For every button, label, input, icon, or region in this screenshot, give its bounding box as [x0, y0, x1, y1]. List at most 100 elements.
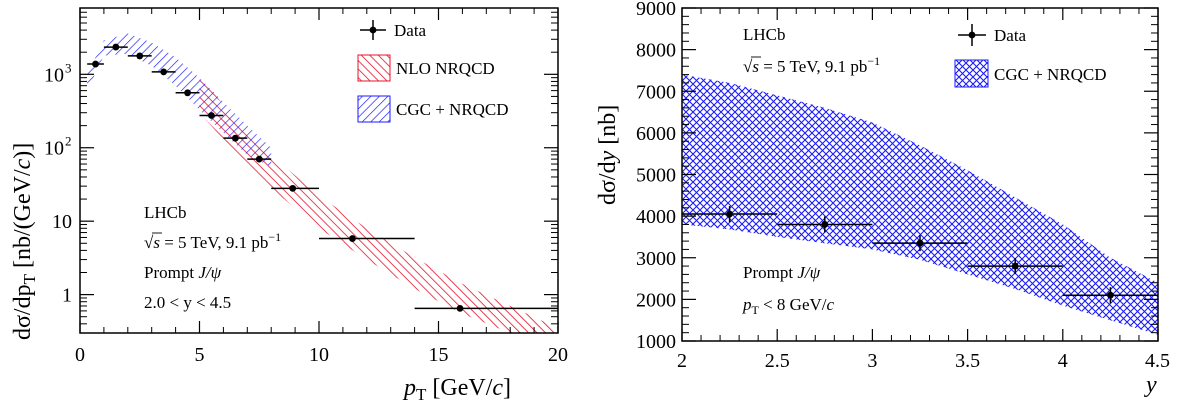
x-tick-label: 20: [548, 344, 568, 366]
y-tick-label: 8000: [636, 40, 676, 62]
right-chart: 2 2.5 3 3.5 4 4.5 1000 2000 3000 4000 5000 6000 7000…: [595, 0, 1170, 398]
y-tick-label: 1: [62, 285, 72, 307]
right-pt-c: c: [827, 295, 835, 314]
left-x-axis-title: pT [GeV/c]: [402, 375, 511, 404]
left-particle: J/ψ: [198, 263, 221, 282]
legend-cgc-swatch: [357, 95, 391, 123]
y-tick-label: 2000: [636, 289, 676, 311]
right-pt-var: p: [742, 295, 752, 314]
legend-nlo-swatch: [357, 54, 391, 82]
left-xlabel-close: ]: [503, 375, 511, 401]
left-xlabel-main: p: [402, 375, 416, 401]
right-annotations: LHCb √s = 5 TeV, 9.1 pb−1 Prompt J/ψ pT …: [742, 25, 880, 317]
data-point: [456, 304, 464, 312]
legend-data-label: Data: [394, 21, 427, 40]
data-point: [231, 134, 239, 142]
data-point: [184, 89, 191, 97]
y-tick-label: 1000: [636, 331, 676, 353]
left-ylabel-c: c: [10, 158, 36, 169]
left-ylabel-main: dσ/dp: [10, 284, 36, 340]
data-point: [289, 184, 297, 192]
right-energy-label: √s = 5 TeV, 9.1 pb−1: [743, 54, 880, 76]
legend-data-label-rapidity: Data: [994, 26, 1027, 45]
left-ylabel-close: )]: [10, 143, 36, 159]
legend-cgc-label: CGC + NRQCD: [396, 100, 509, 119]
x-tick-label: 10: [309, 344, 329, 366]
data-point: [92, 60, 99, 68]
x-tick-label: 15: [429, 344, 449, 366]
y-tick-label: 10: [44, 64, 64, 86]
data-point: [208, 112, 215, 119]
x-tick-label: 3: [867, 350, 877, 372]
data-point: [916, 239, 924, 247]
data-point: [821, 221, 829, 228]
x-tick-label: 4: [1058, 350, 1068, 372]
left-energy: = 5 TeV, 9.1 pb: [160, 233, 268, 252]
data-point: [112, 43, 120, 51]
x-tick-label: 4.5: [1145, 350, 1170, 372]
left-ylabel-sub: T: [20, 273, 39, 284]
x-tick-label: 3.5: [955, 350, 980, 372]
left-prompt: Prompt: [144, 263, 198, 282]
data-point: [1011, 262, 1019, 270]
right-ticks: 2 2.5 3 3.5 4 4.5 1000 2000 3000 4000 5000 6000 7000…: [636, 0, 1170, 372]
right-pt-cut: < 8 GeV/: [759, 295, 827, 314]
right-energy-exp: −1: [867, 54, 880, 68]
right-pt-sub: T: [752, 303, 760, 317]
data-point: [160, 68, 168, 76]
left-s-var: s: [153, 233, 160, 252]
y-tick-label: 9000: [636, 0, 676, 20]
right-energy: = 5 TeV, 9.1 pb: [759, 57, 867, 76]
right-particle: J/ψ: [797, 263, 820, 282]
left-xlabel-sub: T: [416, 385, 427, 404]
y-tick-label: 5000: [636, 165, 676, 187]
legend-data-marker-rapidity: [958, 24, 986, 46]
x-tick-label: 2: [677, 350, 687, 372]
left-xlabel-unit: [GeV/: [426, 375, 492, 401]
right-legend: Data CGC + NRQCD: [954, 24, 1107, 88]
left-energy-label: √s = 5 TeV, 9.1 pb−1: [144, 230, 281, 252]
left-prompt-label: Prompt J/ψ: [144, 263, 222, 282]
x-tick-label: 5: [195, 344, 205, 366]
right-pt-label: pT < 8 GeV/c: [742, 295, 835, 317]
right-ylabel-var: y: [595, 150, 621, 163]
left-annotations: LHCb √s = 5 TeV, 9.1 pb−1 Prompt J/ψ 2.0…: [144, 203, 281, 312]
left-energy-exp: −1: [268, 230, 281, 244]
left-sqrt: √: [144, 233, 154, 252]
y-tick-exponent: 2: [65, 134, 72, 149]
y-tick-label: 4000: [636, 206, 676, 228]
data-point: [349, 235, 356, 242]
data-point: [726, 210, 733, 218]
left-xlabel-c: c: [492, 375, 503, 401]
left-experiment-label: LHCb: [144, 203, 187, 222]
right-experiment-label: LHCb: [743, 25, 786, 44]
right-prompt: Prompt: [743, 263, 797, 282]
y-tick-label: 7000: [636, 81, 676, 103]
left-y-axis-title: dσ/dpT [nb/(GeV/c)]: [10, 143, 39, 340]
legend-cgc-label-rapidity: CGC + NRQCD: [994, 65, 1107, 84]
x-tick-label: 2.5: [765, 350, 790, 372]
data-point: [255, 155, 263, 163]
y-tick-exponent: 3: [65, 60, 72, 75]
data-point: [1107, 291, 1114, 299]
left-ylabel-unit: [nb/(GeV/: [10, 169, 36, 274]
legend-cgc-swatch-rapidity: [954, 59, 989, 88]
left-range-label: 2.0 < y < 4.5: [144, 293, 231, 312]
right-ylabel-main: dσ/d: [595, 161, 621, 205]
data-series: [87, 43, 558, 312]
y-tick-label: 10: [44, 138, 64, 160]
cgc-nrqcd-band-rapidity: [682, 74, 1158, 335]
right-sqrt: √: [743, 57, 753, 76]
legend-data-marker: [360, 20, 386, 40]
left-legend: Data NLO NRQCD CGC + NRQCD: [357, 20, 509, 123]
right-ylabel-unit: [nb]: [595, 105, 621, 151]
y-tick-label: 6000: [636, 123, 676, 145]
right-x-axis-title: y: [1144, 372, 1157, 398]
legend-nlo-label: NLO NRQCD: [396, 59, 495, 78]
data-point: [136, 52, 144, 60]
cgc-nrqcd-band: [87, 33, 272, 167]
x-tick-label: 0: [75, 344, 85, 366]
